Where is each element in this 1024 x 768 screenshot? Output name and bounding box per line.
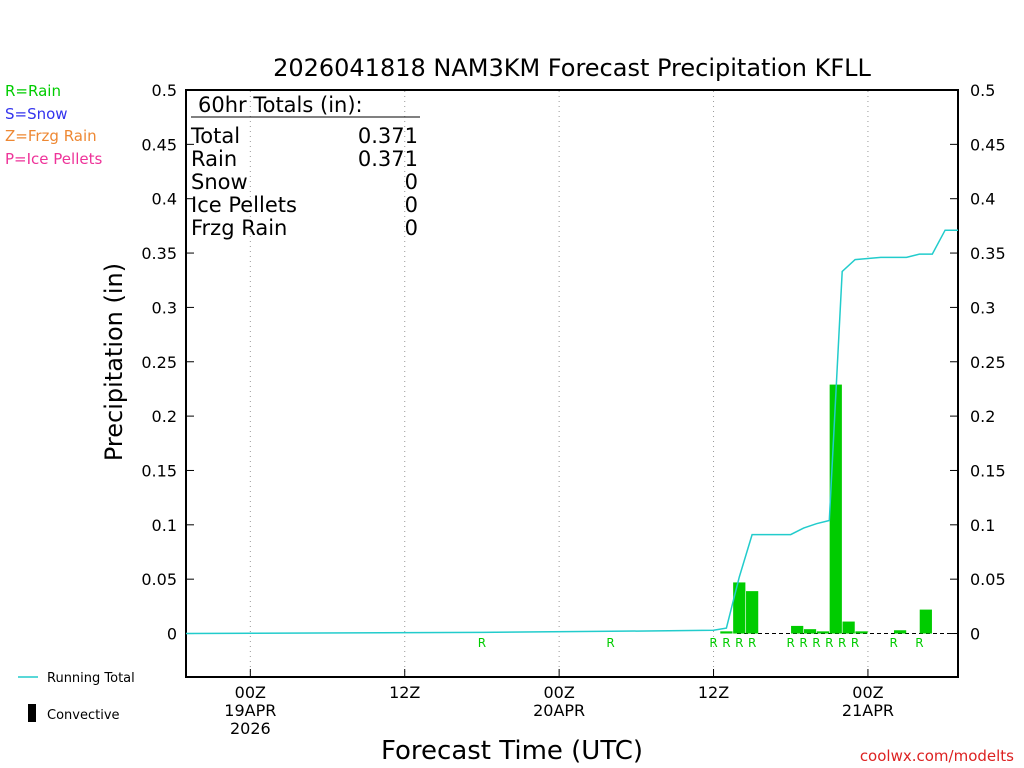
type-marker: R [709,636,717,650]
x-tick-label: 21APR [842,701,894,720]
type-marker: R [915,636,923,650]
type-marker: R [889,636,897,650]
type-marker: R [838,636,846,650]
y-tick-label-left: 0.35 [141,244,177,263]
y-tick-label-right: 0 [970,625,980,644]
x-tick-label: 19APR [224,701,276,720]
type-marker: R [606,636,614,650]
legend-frzg-rain: Z=Frzg Rain [5,127,97,145]
totals-row-value: 0 [405,193,418,217]
y-tick-label-left: 0.3 [152,298,177,317]
y-tick-label-left: 0.4 [152,190,177,209]
credit-text: coolwx.com/modelts [860,747,1014,765]
type-marker: R [799,636,807,650]
y-tick-label-left: 0 [167,625,177,644]
x-tick-label: 12Z [389,683,420,702]
precip-bar [842,621,855,634]
y-axis-label: Precipitation (in) [100,263,128,461]
totals-row-value: 0 [405,216,418,240]
x-tick-label: 12Z [698,683,729,702]
x-tick-label: 00Z [235,683,266,702]
y-tick-label-right: 0.4 [970,190,995,209]
type-marker: R [735,636,743,650]
totals-row-value: 0.371 [358,147,418,171]
chart-title: 2026041818 NAM3KM Forecast Precipitation… [273,54,871,82]
x-tick-label: 00Z [852,683,883,702]
type-marker: R [825,636,833,650]
convective-legend-swatch [28,704,36,722]
type-legend: R=Rain S=Snow Z=Frzg Rain P=Ice Pellets [5,82,102,168]
type-marker: R [748,636,756,650]
y-tick-label-left: 0.45 [141,135,177,154]
y-tick-label-left: 0.25 [141,353,177,372]
type-marker: R [787,636,795,650]
y-tick-label-right: 0.5 [970,81,995,100]
precip-bar [791,625,804,634]
precip-bar [829,384,842,634]
y-tick-label-right: 0.1 [970,516,995,535]
convective-legend-label: Convective [47,708,120,723]
totals-header: 60hr Totals (in): [198,93,363,117]
totals-row-label: Snow [191,170,248,194]
running-total-legend-label: Running Total [47,671,135,686]
y-axis-ticks: 0 00.05 0.050.1 0.10.15 0.150.2 0.20.25 0.250.… [141,81,1005,644]
x-tick-label: 00Z [543,683,574,702]
precip-bars [720,384,932,634]
y-tick-label-right: 0.05 [970,570,1006,589]
y-tick-label-right: 0.45 [970,135,1006,154]
precip-bar [803,629,817,634]
y-tick-label-left: 0.1 [152,516,177,535]
type-marker: R [812,636,820,650]
totals-row-value: 0 [405,170,418,194]
legend-ice-pellets: P=Ice Pellets [5,150,102,168]
precip-bar [746,591,759,634]
totals-box: 60hr Totals (in): Total 0.371 Rain 0.371 Sno… [190,93,420,240]
x-axis-label: Forecast Time (UTC) [381,736,643,766]
x-tick-label: 2026 [230,719,271,738]
y-tick-label-left: 0.05 [141,570,177,589]
running-total-line [185,229,958,635]
legend-rain: R=Rain [5,82,61,100]
precip-bar [720,631,733,634]
y-tick-label-left: 0.15 [141,461,177,480]
legend-snow: S=Snow [5,105,68,123]
type-marker: R [851,636,859,650]
x-tick-label: 20APR [533,701,585,720]
precip-bar [855,631,868,634]
totals-row-value: 0.371 [358,124,418,148]
y-tick-label-right: 0.3 [970,298,995,317]
totals-row-label: Ice Pellets [191,193,297,217]
precip-bar [893,630,907,634]
type-marker: R [722,636,730,650]
y-tick-label-right: 0.35 [970,244,1006,263]
totals-row-label: Rain [191,147,237,171]
totals-row-label: Frzg Rain [191,216,287,240]
precip-bar [733,582,746,634]
y-tick-label-left: 0.5 [152,81,177,100]
running-total-series [185,229,958,635]
type-marker: R [478,636,486,650]
precip-bar [816,631,830,634]
y-tick-label-right: 0.2 [970,407,995,426]
grid-lines [249,91,958,676]
y-tick-label-right: 0.15 [970,461,1006,480]
precip-bar [919,609,932,634]
y-tick-label-left: 0.2 [152,407,177,426]
series-legend: Running Total Convective [18,671,135,723]
plot-frame [185,89,959,678]
totals-row-label: Total [190,124,240,148]
y-tick-label-right: 0.25 [970,353,1006,372]
